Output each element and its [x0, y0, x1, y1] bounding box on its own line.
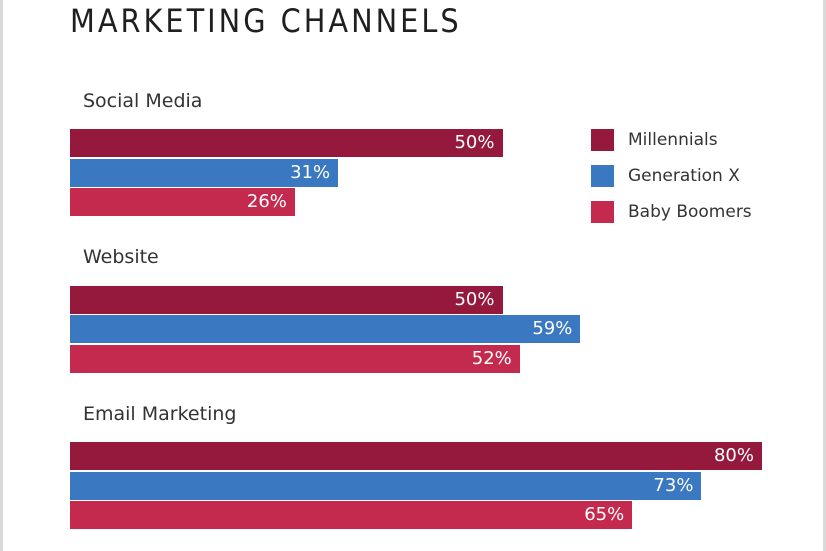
legend-swatch	[591, 129, 614, 151]
bar-social-media-baby-boomers: 26%	[70, 188, 295, 216]
bar-email-marketing-baby-boomers: 65%	[70, 501, 633, 529]
bar-social-media-millennials: 50%	[70, 129, 503, 157]
bar-value-label: 50%	[454, 289, 495, 310]
bar-website-generation-x: 59%	[70, 315, 581, 343]
legend-swatch	[591, 201, 614, 223]
bar-value-label: 59%	[532, 318, 573, 339]
bar-email-marketing-generation-x: 73%	[70, 472, 702, 500]
legend-label: Baby Boomers	[628, 202, 752, 222]
bar-social-media-generation-x: 31%	[70, 159, 339, 187]
legend-label: Millennials	[628, 130, 718, 150]
bar-email-marketing-millennials: 80%	[70, 442, 762, 470]
bar-value-label: 50%	[454, 132, 495, 153]
bar-value-label: 73%	[653, 475, 694, 496]
bar-value-label: 26%	[246, 191, 287, 212]
category-label-email-marketing: Email Marketing	[83, 403, 237, 425]
bar-website-millennials: 50%	[70, 286, 503, 314]
bar-website-baby-boomers: 52%	[70, 345, 520, 373]
bar-value-label: 80%	[713, 445, 754, 466]
bar-value-label: 65%	[584, 504, 625, 525]
legend-swatch	[591, 165, 614, 187]
bar-value-label: 31%	[290, 162, 331, 183]
category-label-social-media: Social Media	[83, 90, 203, 112]
bar-value-label: 52%	[471, 348, 512, 369]
legend-label: Generation X	[628, 166, 740, 186]
chart-title: MARKETING CHANNELS	[70, 2, 462, 40]
category-label-website: Website	[83, 246, 159, 268]
